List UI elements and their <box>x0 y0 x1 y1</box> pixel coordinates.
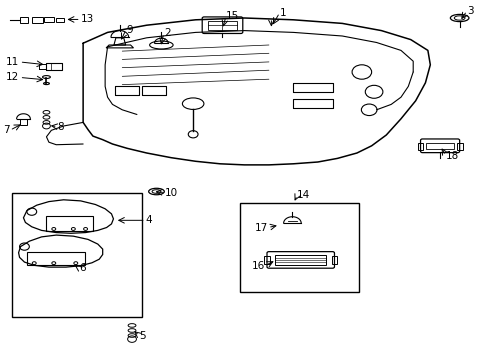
Text: 18: 18 <box>445 150 458 161</box>
Text: 5: 5 <box>139 330 146 341</box>
Text: 9: 9 <box>126 24 133 35</box>
Bar <box>239 203 359 292</box>
Bar <box>456 143 462 150</box>
Text: 16: 16 <box>251 261 264 271</box>
Bar <box>207 21 237 30</box>
Text: 14: 14 <box>297 190 310 200</box>
Text: 12: 12 <box>6 72 20 82</box>
Bar <box>44 17 54 22</box>
Text: 11: 11 <box>6 57 20 67</box>
Bar <box>20 119 27 125</box>
Bar <box>275 255 325 265</box>
Bar <box>56 18 64 22</box>
Text: 17: 17 <box>254 222 267 233</box>
Bar <box>32 17 42 23</box>
Text: 6: 6 <box>79 263 86 273</box>
Bar <box>426 143 453 149</box>
Bar <box>20 17 28 23</box>
Text: 3: 3 <box>466 6 473 16</box>
Bar <box>331 256 337 264</box>
Bar <box>12 193 142 317</box>
Text: 1: 1 <box>279 8 286 18</box>
Text: 8: 8 <box>58 122 64 132</box>
Text: 7: 7 <box>3 125 10 135</box>
Text: 10: 10 <box>165 188 178 198</box>
Text: 15: 15 <box>225 11 239 21</box>
Bar <box>417 143 423 150</box>
Bar <box>27 252 84 265</box>
Bar <box>46 216 93 231</box>
Bar <box>264 256 269 264</box>
Text: 4: 4 <box>145 215 152 225</box>
Text: 13: 13 <box>81 14 94 24</box>
Text: 2: 2 <box>163 28 170 38</box>
